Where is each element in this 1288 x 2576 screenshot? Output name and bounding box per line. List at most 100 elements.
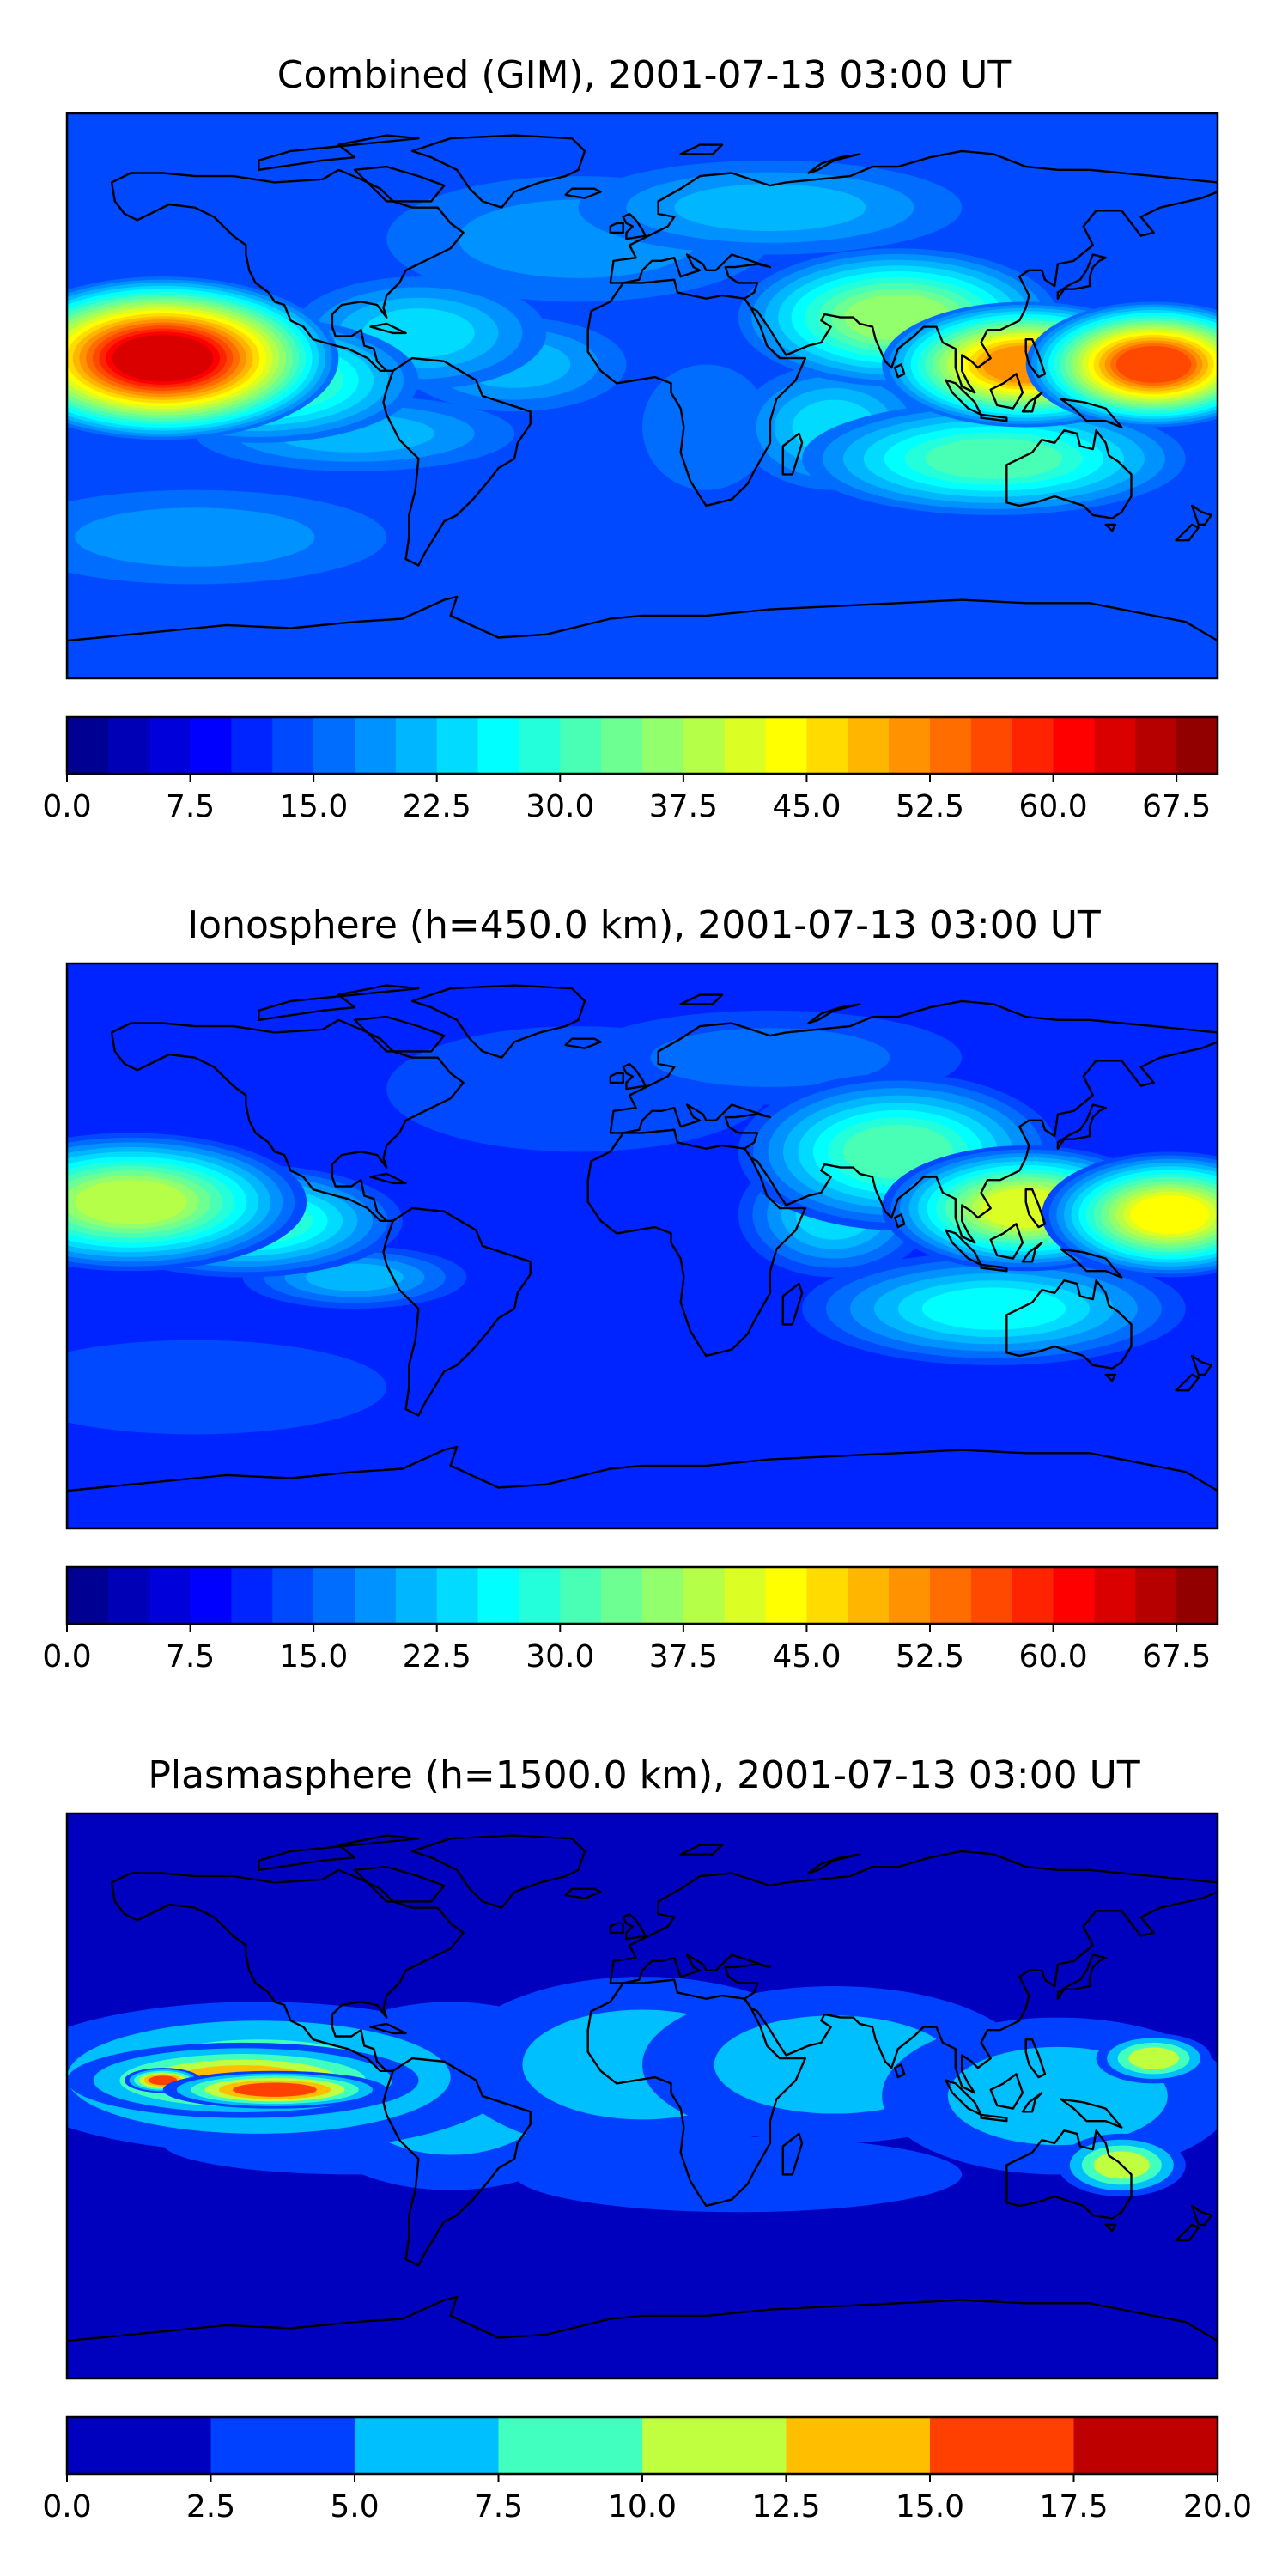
coastline: [893, 363, 906, 379]
colorbar-frame: [65, 1565, 1219, 1625]
colorbar-segment: [436, 717, 479, 774]
coastline: [1021, 2092, 1043, 2113]
coastline: [989, 373, 1024, 410]
contour-band: [306, 1263, 404, 1291]
colorbar-segment: [724, 1567, 767, 1624]
coastline: [410, 1834, 586, 1909]
colorbar-segment: [848, 1567, 890, 1624]
colorbar-segment: [231, 1567, 273, 1624]
coastline: [781, 2132, 804, 2176]
colorbar-tick-label: 60.0: [1018, 789, 1087, 824]
colorbar-tick-label: 30.0: [526, 789, 594, 824]
coastline: [893, 1213, 906, 1229]
colorbar-segment: [806, 1567, 848, 1624]
colorbar-segment: [930, 2417, 1075, 2474]
map-frame: [65, 1812, 1219, 2380]
contour-band: [1115, 345, 1192, 383]
colorbar-tick-label: 45.0: [772, 789, 841, 824]
coastline: [1024, 2038, 1047, 2079]
colorbar-segment: [724, 717, 767, 774]
coastline: [980, 2113, 1008, 2123]
colorbar-tick-label: 67.5: [1142, 1639, 1211, 1674]
colorbar-segment: [67, 717, 109, 774]
colorbar-tick-label: 60.0: [1018, 1639, 1087, 1674]
colorbar-segment: [313, 1567, 355, 1624]
colorbar-tick-label: 22.5: [403, 789, 471, 824]
colorbar-segment: [930, 1567, 972, 1624]
coastline: [609, 1072, 624, 1084]
coastline: [1005, 1279, 1133, 1370]
colorbar-segment: [848, 717, 890, 774]
coastline: [1056, 1953, 1107, 2000]
coastline: [353, 165, 446, 203]
colorbar-segment: [190, 717, 233, 774]
coastline: [980, 413, 1008, 422]
colorbar-tick-label: 7.5: [166, 789, 215, 824]
coastline: [807, 1853, 861, 1874]
colorbar-segment: [1012, 1567, 1054, 1624]
contour-band: [1128, 2047, 1179, 2069]
colorbar-segment: [519, 1567, 561, 1624]
coastline: [1005, 429, 1133, 519]
coastline: [1175, 1373, 1200, 1392]
colorbar-segment: [683, 717, 726, 774]
coastline: [807, 153, 861, 174]
colorbar-segment: [970, 1567, 1013, 1624]
contour-band: [514, 2136, 963, 2213]
coastline: [369, 322, 407, 335]
coastline: [609, 222, 624, 234]
colorbar-segment: [272, 1567, 314, 1624]
colorbar-tick-label: 20.0: [1183, 2489, 1252, 2524]
colorbar-segment: [149, 1567, 191, 1624]
map-ionosphere: [65, 962, 1219, 1530]
map-combined: [65, 112, 1219, 680]
colorbar-tick-label: 0.0: [42, 2489, 91, 2524]
colorbar-tick-label: 45.0: [772, 1639, 841, 1674]
colorbar-tick-label: 67.5: [1142, 789, 1211, 824]
colorbar-segment: [601, 1567, 643, 1624]
colorbar-segment: [1012, 717, 1054, 774]
coastline: [807, 1003, 861, 1024]
colorbar-plasmasphere: 0.0 2.5 5.0 7.5 10.0 12.5 15.0 17.5 20.0: [42, 2415, 1252, 2524]
colorbar-tick-label: 15.0: [896, 2489, 964, 2524]
coastline: [1175, 523, 1200, 542]
coastline: [564, 1037, 602, 1049]
map-frame: [65, 112, 1219, 680]
contour-band: [921, 1287, 1066, 1330]
coastline: [679, 1844, 724, 1856]
coastline: [258, 984, 420, 1021]
contour-band: [233, 2082, 317, 2097]
coastline: [609, 999, 1218, 1244]
colorbar-tick-label: 52.5: [896, 1639, 964, 1674]
coastline: [353, 1865, 446, 1903]
colorbar-segment: [1094, 1567, 1136, 1624]
colorbar-segment: [313, 717, 355, 774]
contour-band: [75, 1180, 187, 1224]
colorbar-tick-label: 0.0: [42, 789, 91, 824]
colorbar-tick-label: 37.5: [649, 789, 718, 824]
coastline: [67, 2295, 1218, 2379]
coastline: [586, 278, 806, 507]
coastline: [1060, 398, 1123, 428]
contour-band: [1130, 1194, 1209, 1234]
colorbar-frame: [65, 715, 1219, 775]
coastline: [1024, 1188, 1047, 1229]
coastline: [410, 134, 586, 209]
coastline: [67, 595, 1218, 678]
colorbar-segment: [519, 717, 561, 774]
colorbar-segment: [107, 1567, 150, 1624]
coastline: [609, 149, 1218, 394]
colorbar-segment: [477, 717, 520, 774]
coastline: [1024, 338, 1047, 379]
coastline: [609, 1922, 624, 1935]
coastline: [382, 356, 532, 567]
colorbar-segment: [1053, 717, 1096, 774]
coastline: [1104, 523, 1117, 532]
coastline: [679, 993, 724, 1005]
colorbar-tick-label: 52.5: [896, 789, 964, 824]
coastline: [989, 2073, 1024, 2110]
panel-combined: Combined (GIM), 2001-07-13 03:00 UT 0.0 7…: [42, 53, 1219, 824]
colorbar-segment: [765, 1567, 808, 1624]
colorbar-segment: [272, 717, 314, 774]
colorbar-segment: [436, 1567, 479, 1624]
